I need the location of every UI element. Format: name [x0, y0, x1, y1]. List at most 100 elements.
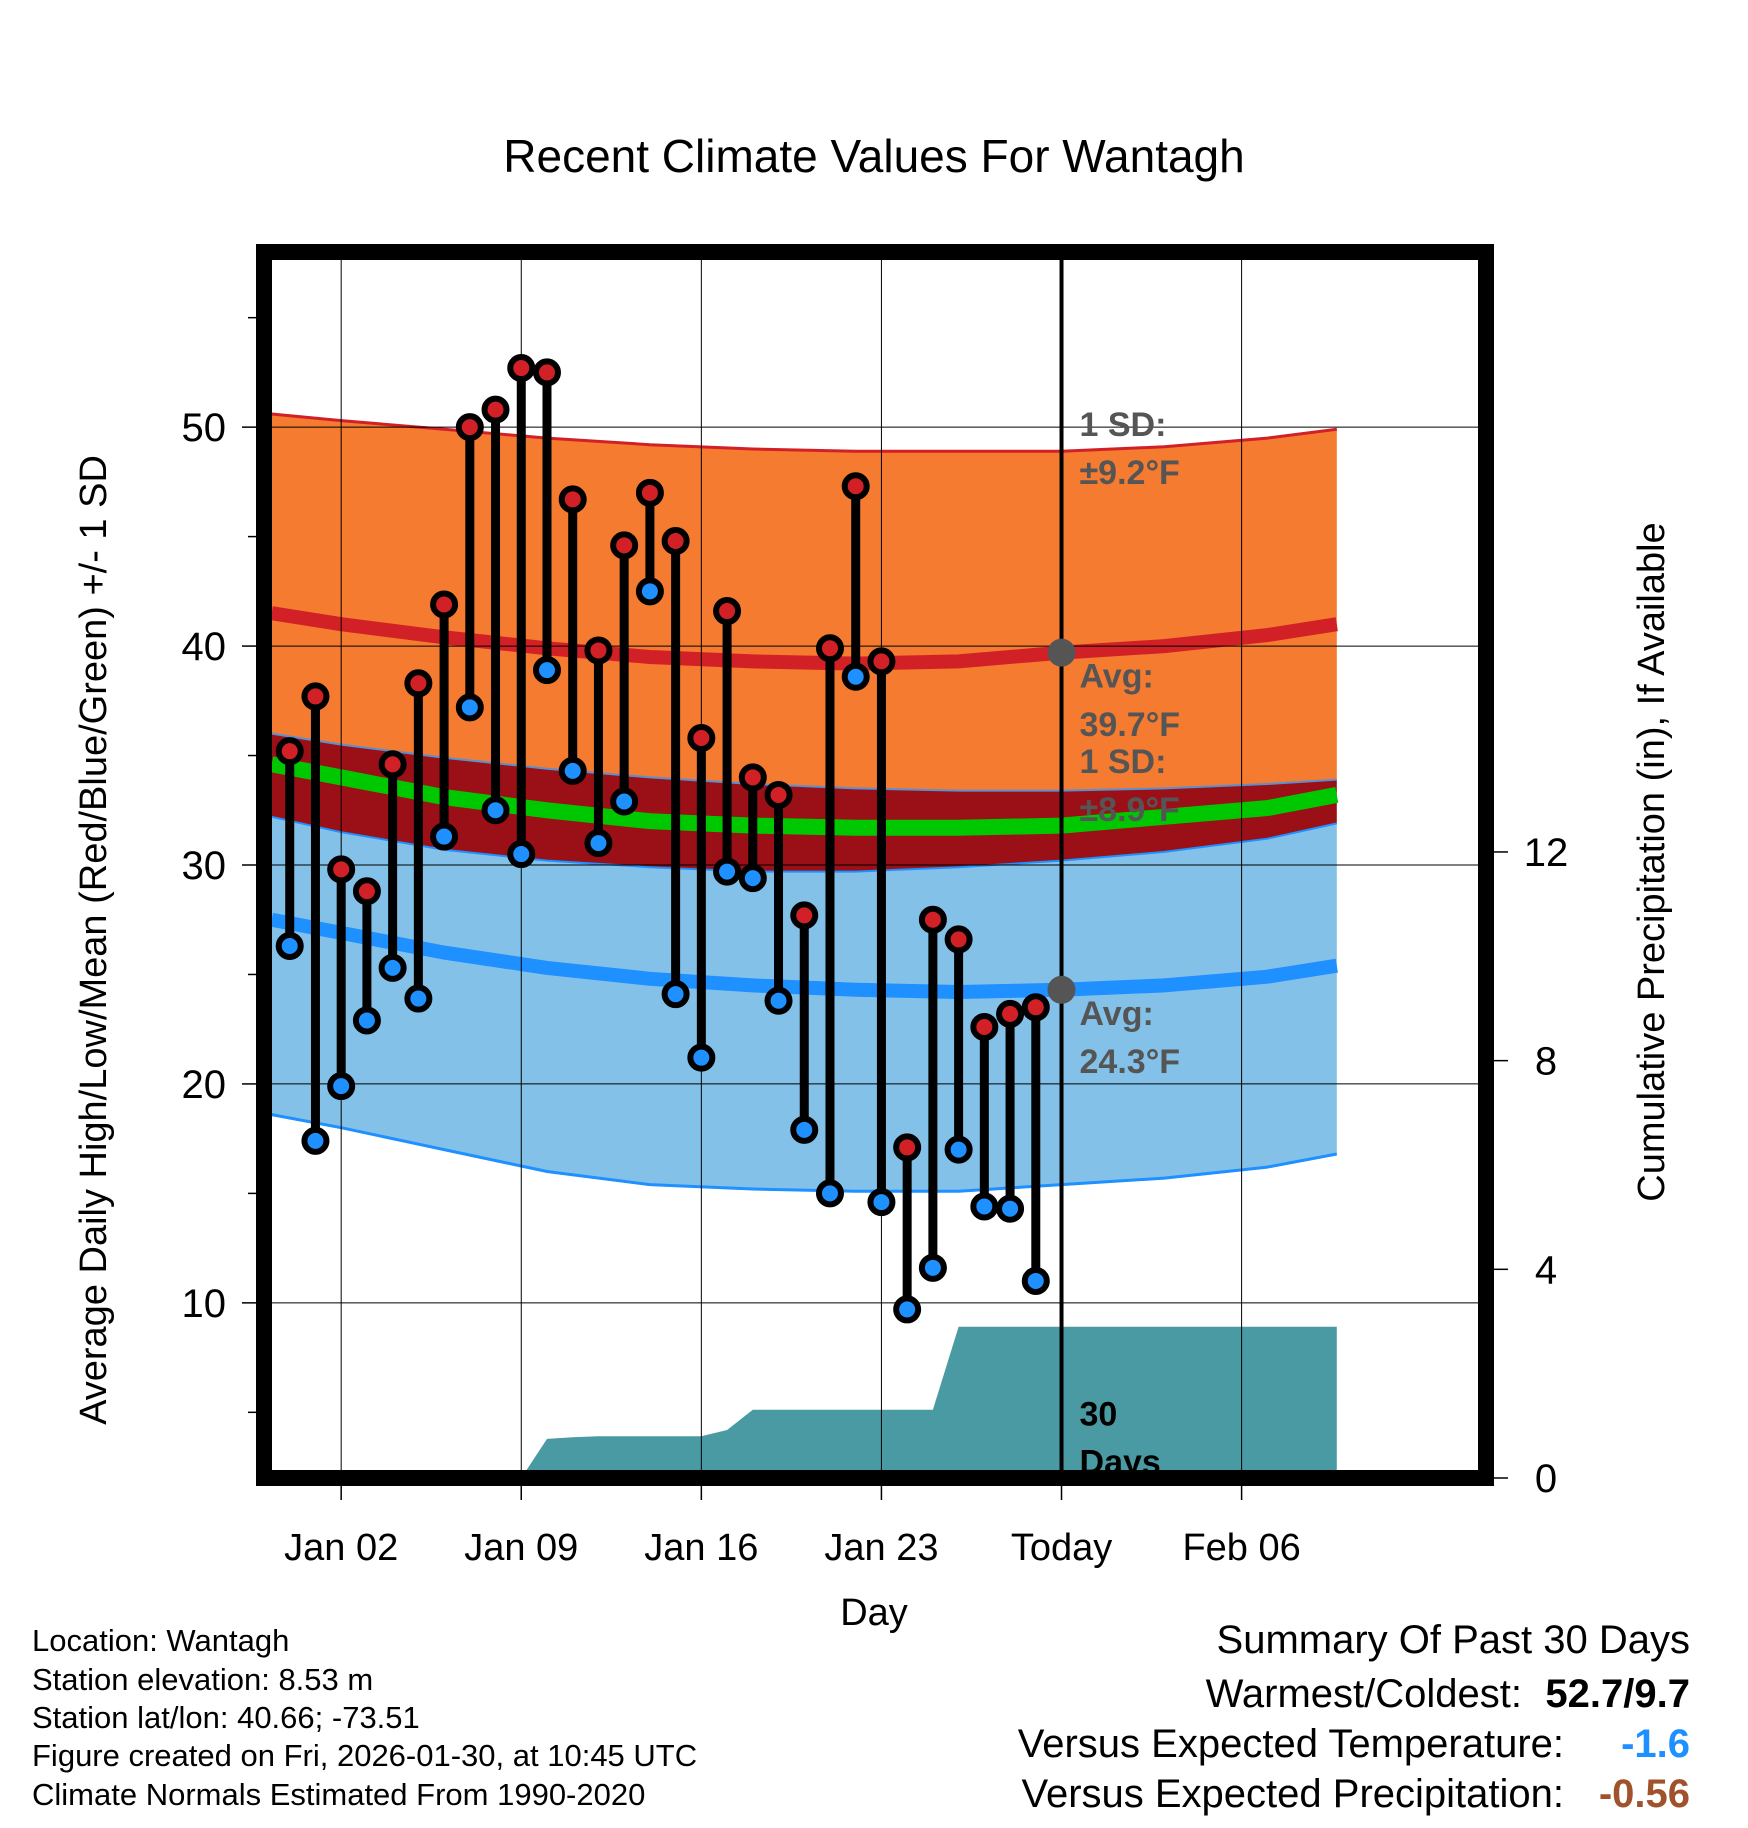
y2-tick-label: 12 — [1524, 831, 1569, 875]
x-tick-label: Jan 16 — [644, 1527, 758, 1569]
observed-low-point — [893, 1295, 922, 1324]
observed-low-point — [610, 787, 639, 816]
temp-vs-expected-value: -1.6 — [1621, 1722, 1690, 1766]
observed-high-point — [404, 669, 433, 698]
observed-high-point — [1021, 993, 1050, 1022]
observed-high-point — [790, 901, 819, 930]
observed-high-point — [327, 855, 356, 884]
high-sd-label: 1 SD: — [1080, 406, 1167, 444]
observed-high-point — [610, 531, 639, 560]
observed-high-point — [738, 763, 767, 792]
observed-low-point — [713, 857, 742, 886]
high-sd-value: ±9.2°F — [1080, 454, 1180, 492]
y-tick-label: 40 — [182, 625, 227, 669]
observed-low-point — [687, 1043, 716, 1072]
low-sd-label: 1 SD: — [1080, 743, 1167, 781]
precip-area — [521, 1326, 1337, 1478]
observed-high-point — [558, 485, 587, 514]
high-upper-line — [271, 412, 1337, 453]
temp-vs-expected-label: Versus Expected Temperature: — [1017, 1722, 1564, 1766]
observed-high-point — [764, 780, 793, 809]
observed-high-point — [352, 877, 381, 906]
observed-low-point — [790, 1115, 819, 1144]
observed-high-point — [970, 1013, 999, 1042]
high-avg-label: Avg: — [1080, 658, 1154, 696]
normal-mean-line — [270, 756, 1339, 836]
low-avg-label: Avg: — [1080, 995, 1154, 1033]
observed-high-point — [635, 478, 664, 507]
observed-low-point — [558, 756, 587, 785]
observed-low-point — [378, 953, 407, 982]
y-tick-label: 10 — [182, 1282, 227, 1326]
observed-high-point — [661, 526, 690, 555]
observed-low-point — [944, 1135, 973, 1164]
x-tick-label: Feb 06 — [1182, 1527, 1300, 1569]
today-high-avg-marker — [1047, 638, 1076, 667]
y2-tick-label: 4 — [1535, 1248, 1557, 1292]
y2-axis-label: Cumulative Precipitation (in), If Availa… — [1631, 522, 1673, 1201]
observed-low-point — [430, 822, 459, 851]
observed-low-point — [738, 864, 767, 893]
observed-low-point — [404, 984, 433, 1013]
observed-low-point — [327, 1072, 356, 1101]
observed-low-point — [635, 577, 664, 606]
observed-high-point — [841, 472, 870, 501]
observed-low-point — [301, 1126, 330, 1155]
observed-high-point — [713, 597, 742, 626]
warm-cold-label: Warmest/Coldest: — [1205, 1672, 1522, 1716]
observed-high-point — [918, 905, 947, 934]
y-tick-label: 20 — [182, 1063, 227, 1107]
latlon-text: Station lat/lon: 40.66; -73.51 — [32, 1700, 420, 1735]
observed-low-point — [584, 829, 613, 858]
created-text: Figure created on Fri, 2026-01-30, at 10… — [32, 1738, 698, 1773]
low-sd-value: ±8.9°F — [1080, 791, 1180, 829]
observed-high-point — [815, 634, 844, 663]
observed-low-point — [1021, 1266, 1050, 1295]
observed-high-point — [996, 999, 1025, 1028]
elevation-text: Station elevation: 8.53 m — [32, 1662, 374, 1697]
chart-title: Recent Climate Values For Wantagh — [503, 130, 1244, 182]
observed-low-point — [455, 693, 484, 722]
y-tick-label: 50 — [182, 406, 227, 450]
observed-low-point — [507, 840, 536, 869]
high-sd-band — [271, 414, 1337, 791]
x-axis-label: Day — [840, 1592, 908, 1634]
summary-title: Summary Of Past 30 Days — [1216, 1618, 1690, 1662]
plot-frame — [256, 244, 1494, 1486]
observed-high-point — [481, 395, 510, 424]
observed-high-point — [532, 358, 561, 387]
y-axis-label: Average Daily High/Low/Mean (Red/Blue/Gr… — [73, 455, 115, 1425]
observed-high-point — [584, 636, 613, 665]
today-count-label: 30 — [1080, 1395, 1118, 1433]
today-low-avg-marker — [1047, 975, 1076, 1004]
observed-high-point — [944, 925, 973, 954]
observed-low-point — [970, 1192, 999, 1221]
x-tick-label: Jan 02 — [284, 1527, 398, 1569]
observed-low-point — [996, 1194, 1025, 1223]
normal-high-avg-line — [270, 606, 1338, 671]
low-lower-line — [271, 1113, 1338, 1193]
observed-high-point — [507, 354, 536, 383]
observed-low-point — [532, 656, 561, 685]
observed-low-point — [815, 1179, 844, 1208]
observed-low-point — [918, 1253, 947, 1282]
x-tick-label: Jan 09 — [464, 1527, 578, 1569]
observed-low-point — [481, 796, 510, 825]
observed-low-point — [275, 932, 304, 961]
observed-low-point — [764, 986, 793, 1015]
observed-high-point — [378, 750, 407, 779]
warm-cold-value: 52.7/9.7 — [1545, 1672, 1690, 1716]
x-tick-label: Jan 23 — [824, 1527, 938, 1569]
x-tick-label: Today — [1011, 1527, 1112, 1569]
observed-high-point — [455, 413, 484, 442]
observed-high-point — [687, 724, 716, 753]
plot-area — [264, 252, 1486, 1478]
observed-high-point — [893, 1133, 922, 1162]
precip-vs-expected-label: Versus Expected Precipitation: — [1021, 1772, 1564, 1816]
precip-vs-expected-value: -0.56 — [1598, 1772, 1690, 1816]
observed-high-point — [301, 682, 330, 711]
y2-tick-label: 0 — [1535, 1457, 1557, 1501]
high-avg-value: 39.7°F — [1080, 706, 1181, 744]
